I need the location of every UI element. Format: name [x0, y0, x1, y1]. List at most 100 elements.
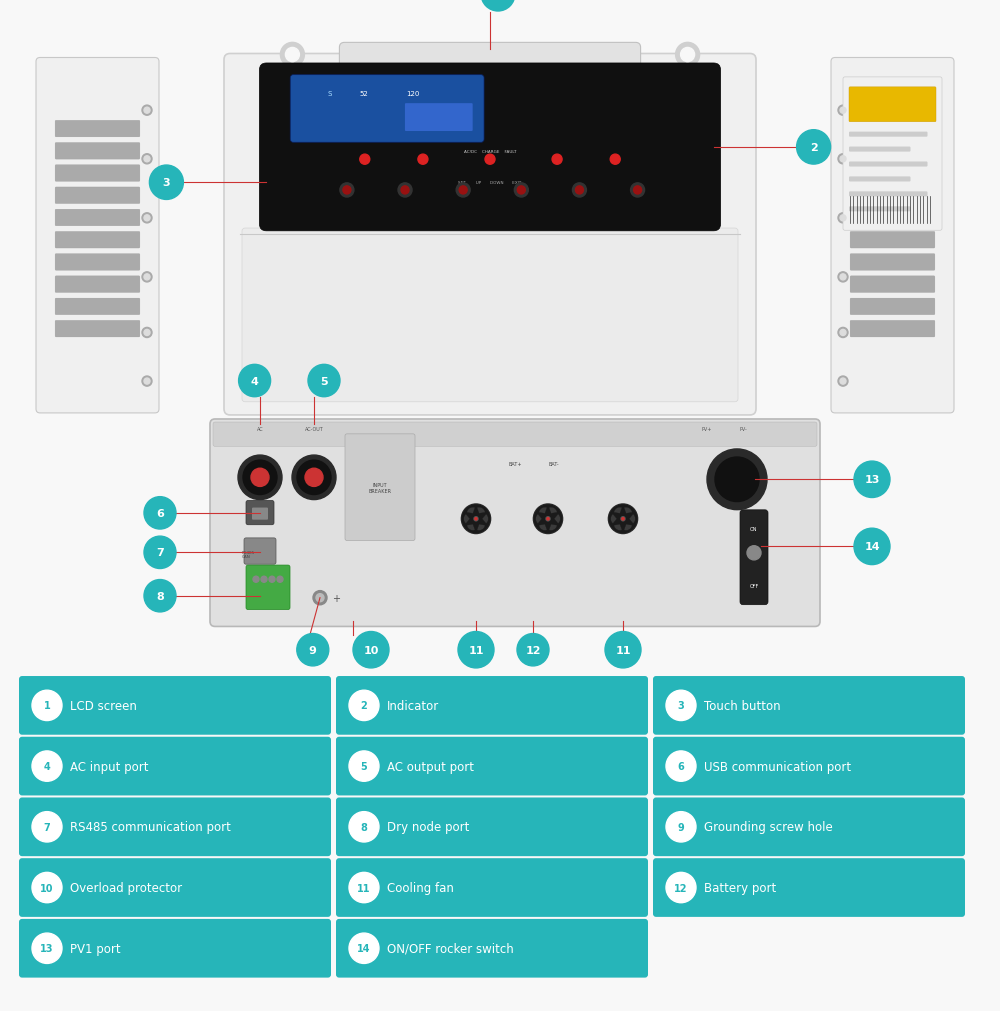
Circle shape: [666, 751, 696, 782]
Text: AC: AC: [257, 427, 263, 432]
Circle shape: [481, 0, 515, 12]
Circle shape: [297, 634, 329, 666]
Circle shape: [277, 576, 283, 582]
Text: 14: 14: [357, 943, 371, 953]
Circle shape: [459, 187, 467, 195]
FancyBboxPatch shape: [850, 166, 935, 182]
FancyBboxPatch shape: [55, 321, 140, 338]
Circle shape: [666, 812, 696, 842]
Circle shape: [353, 632, 389, 668]
Circle shape: [32, 751, 62, 782]
FancyBboxPatch shape: [336, 858, 648, 917]
Circle shape: [840, 157, 846, 163]
Text: OFF: OFF: [749, 583, 759, 588]
Text: 12: 12: [525, 645, 541, 655]
FancyBboxPatch shape: [849, 163, 928, 168]
FancyBboxPatch shape: [653, 737, 965, 796]
Circle shape: [666, 872, 696, 903]
Circle shape: [32, 812, 62, 842]
FancyBboxPatch shape: [242, 228, 738, 402]
FancyBboxPatch shape: [246, 565, 290, 610]
Circle shape: [461, 504, 491, 534]
FancyBboxPatch shape: [19, 676, 331, 735]
Circle shape: [610, 155, 620, 165]
Circle shape: [144, 330, 150, 336]
Wedge shape: [614, 525, 622, 531]
Circle shape: [144, 275, 150, 281]
Text: 3: 3: [163, 178, 170, 188]
Circle shape: [340, 184, 354, 198]
Circle shape: [715, 458, 759, 502]
Circle shape: [575, 187, 583, 195]
FancyBboxPatch shape: [740, 511, 768, 605]
FancyBboxPatch shape: [850, 277, 935, 293]
Circle shape: [681, 49, 695, 63]
Circle shape: [546, 518, 550, 522]
Circle shape: [840, 330, 846, 336]
FancyBboxPatch shape: [849, 88, 936, 122]
Circle shape: [349, 933, 379, 963]
Text: 3: 3: [678, 701, 684, 711]
Circle shape: [343, 187, 351, 195]
Text: 10: 10: [363, 645, 379, 655]
Circle shape: [142, 273, 152, 283]
FancyBboxPatch shape: [336, 798, 648, 856]
Text: 11: 11: [615, 645, 631, 655]
Text: 2: 2: [810, 143, 817, 153]
FancyBboxPatch shape: [849, 148, 910, 153]
Circle shape: [797, 130, 831, 165]
FancyBboxPatch shape: [55, 255, 140, 271]
Circle shape: [398, 184, 412, 198]
Text: Grounding screw hole: Grounding screw hole: [704, 821, 833, 833]
Text: 1: 1: [44, 701, 50, 711]
Text: 11: 11: [468, 645, 484, 655]
FancyBboxPatch shape: [55, 299, 140, 315]
Circle shape: [676, 43, 700, 68]
Circle shape: [608, 504, 638, 534]
FancyBboxPatch shape: [55, 144, 140, 160]
Text: 9: 9: [309, 645, 317, 655]
Circle shape: [475, 518, 477, 521]
Text: 8: 8: [156, 591, 164, 602]
Circle shape: [144, 537, 176, 569]
Circle shape: [313, 591, 327, 606]
Wedge shape: [539, 525, 547, 531]
Wedge shape: [611, 515, 617, 524]
Circle shape: [144, 215, 150, 221]
Circle shape: [547, 518, 549, 521]
Circle shape: [280, 43, 304, 68]
Text: 2: 2: [361, 701, 367, 711]
Circle shape: [517, 187, 525, 195]
FancyBboxPatch shape: [19, 919, 331, 978]
Text: Touch button: Touch button: [704, 700, 781, 712]
FancyBboxPatch shape: [849, 132, 928, 137]
Circle shape: [605, 632, 641, 668]
Text: Indicator: Indicator: [387, 700, 439, 712]
Wedge shape: [629, 515, 635, 524]
Wedge shape: [614, 508, 622, 514]
Circle shape: [456, 184, 470, 198]
Circle shape: [144, 580, 176, 613]
Circle shape: [474, 518, 478, 522]
Text: BAT+: BAT+: [508, 462, 522, 466]
Text: SET        UP       DOWN       EXIT: SET UP DOWN EXIT: [458, 181, 522, 185]
Circle shape: [418, 155, 428, 165]
FancyBboxPatch shape: [224, 55, 756, 416]
Text: 8: 8: [361, 822, 367, 832]
Wedge shape: [477, 508, 485, 514]
Wedge shape: [624, 508, 632, 514]
Wedge shape: [477, 525, 485, 531]
Wedge shape: [482, 515, 488, 524]
Text: 13: 13: [40, 943, 54, 953]
Wedge shape: [624, 525, 632, 531]
Circle shape: [292, 456, 336, 500]
Circle shape: [144, 157, 150, 163]
Text: ON: ON: [750, 527, 758, 532]
Circle shape: [238, 456, 282, 500]
FancyBboxPatch shape: [252, 508, 268, 520]
Text: 11: 11: [357, 883, 371, 893]
Circle shape: [838, 106, 848, 116]
Circle shape: [142, 155, 152, 165]
FancyBboxPatch shape: [850, 121, 935, 137]
Circle shape: [533, 504, 563, 534]
